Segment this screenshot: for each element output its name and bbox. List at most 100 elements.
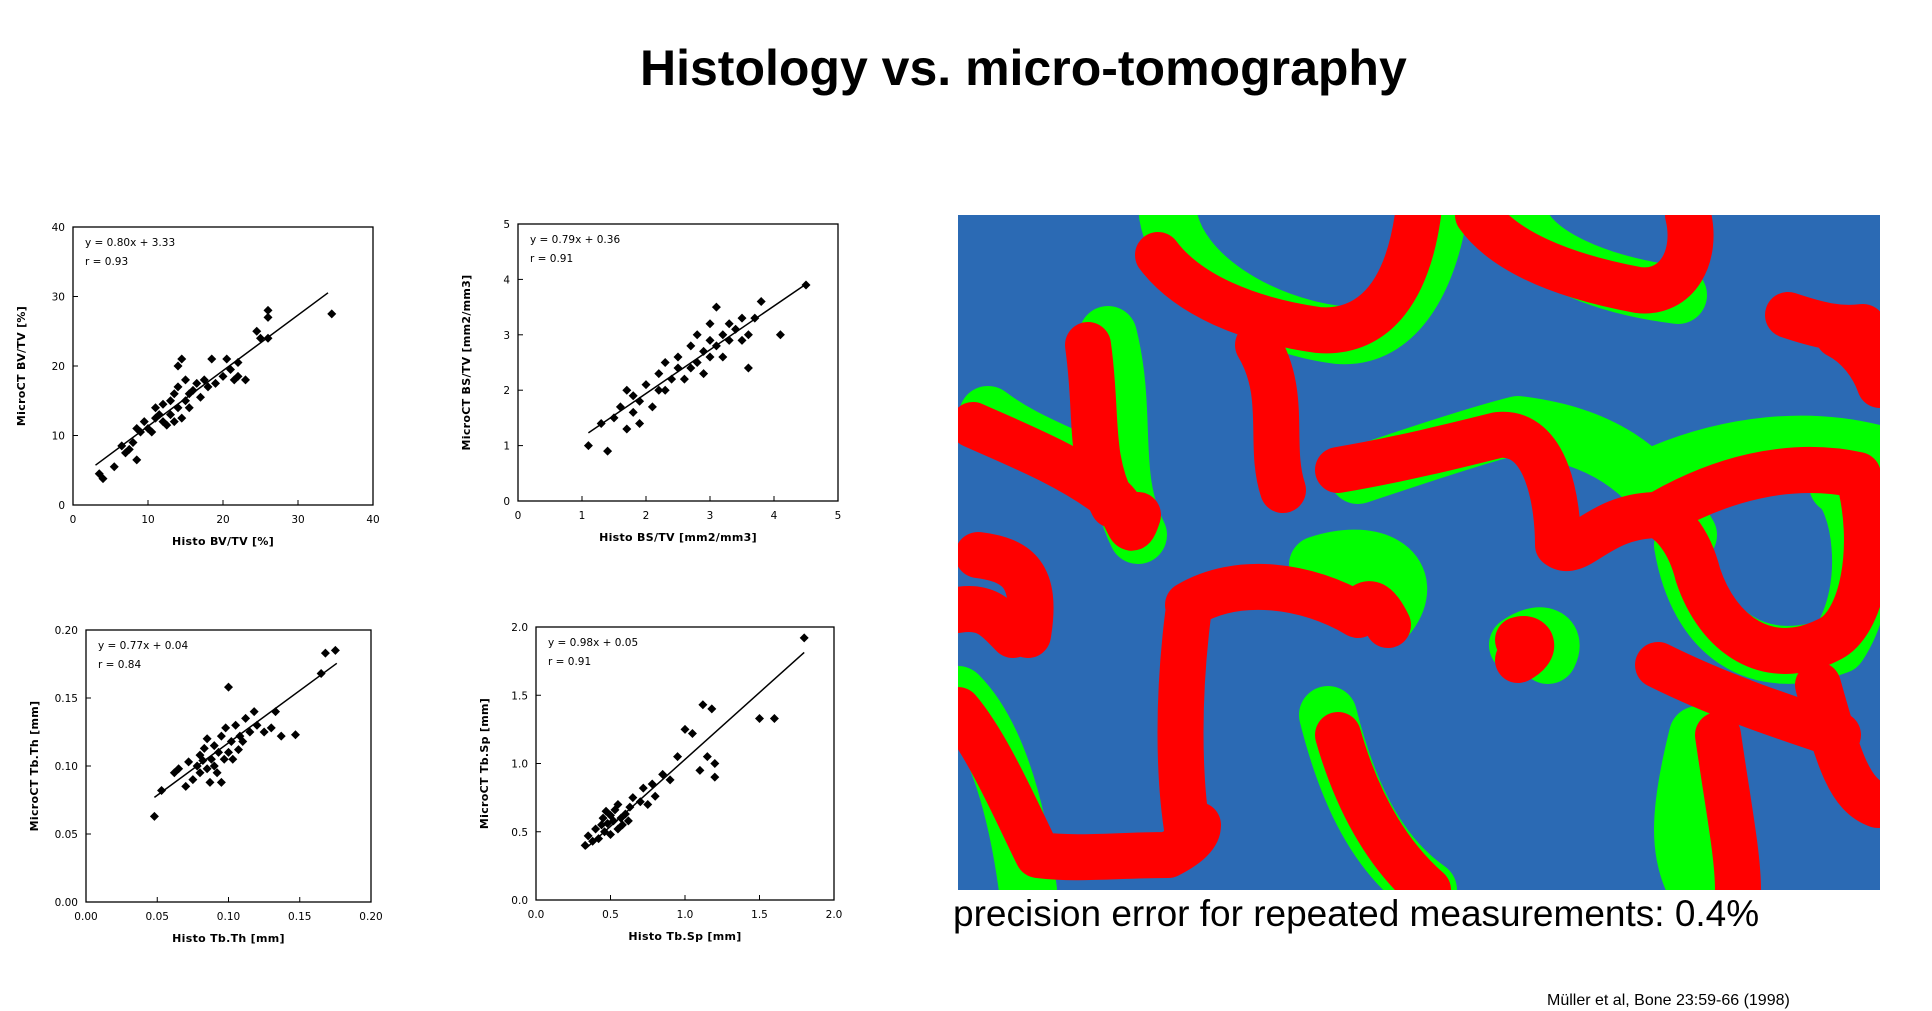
data-point xyxy=(705,335,715,345)
data-point xyxy=(162,420,172,430)
x-tick-label: 0 xyxy=(515,510,522,522)
y-tick-label: 0.15 xyxy=(55,693,78,705)
data-point xyxy=(647,402,657,412)
y-axis-label: MicroCT Tb.Th [mm] xyxy=(28,701,41,832)
y-tick-label: 0.0 xyxy=(511,895,528,907)
data-point xyxy=(658,769,668,779)
data-point xyxy=(228,754,238,764)
y-tick-label: 1.0 xyxy=(511,759,528,771)
data-point xyxy=(252,326,262,336)
data-point xyxy=(775,330,785,340)
y-tick-label: 30 xyxy=(52,292,65,304)
data-point xyxy=(724,335,734,345)
data-point xyxy=(184,757,194,767)
data-point xyxy=(214,747,224,757)
correlation-coefficient: r = 0.91 xyxy=(548,656,591,668)
data-point xyxy=(711,302,721,312)
data-point xyxy=(654,385,664,395)
data-point xyxy=(266,723,276,733)
citation-reference: Müller et al, Bone 23:59-66 (1998) xyxy=(1547,992,1790,1009)
data-point xyxy=(628,407,638,417)
plot-frame xyxy=(72,226,374,506)
data-point xyxy=(320,648,330,658)
data-point xyxy=(128,437,138,447)
data-point xyxy=(290,730,300,740)
data-point xyxy=(603,819,613,829)
data-point xyxy=(327,309,337,319)
microct-segmentation-image xyxy=(958,215,1880,890)
data-point xyxy=(177,354,187,364)
x-tick-label: 5 xyxy=(835,510,842,522)
regression-equation: y = 0.98x + 0.05 xyxy=(548,637,638,649)
data-point xyxy=(718,352,728,362)
y-tick-label: 10 xyxy=(52,431,65,443)
data-point xyxy=(594,834,604,844)
data-point xyxy=(687,728,697,738)
regression-equation: y = 0.80x + 3.33 xyxy=(85,237,175,249)
data-point xyxy=(591,824,601,834)
data-point xyxy=(259,727,269,737)
data-point xyxy=(173,361,183,371)
data-point xyxy=(124,444,134,454)
slide-title: Histology vs. micro-tomography xyxy=(640,40,1407,96)
data-point xyxy=(151,403,160,413)
data-point xyxy=(686,363,696,373)
data-point xyxy=(233,745,243,755)
data-point xyxy=(620,809,630,819)
x-axis-label: Histo BS/TV [mm2/mm3] xyxy=(599,531,757,544)
data-point xyxy=(181,396,190,406)
data-point xyxy=(206,754,216,764)
scatter-plot-tbsp: 0.0 0.5 1.0 1.5 2.0 0.0 0.5 1.0 1.5 2.0 Histo Tb.S… xyxy=(478,622,842,943)
x-tick-label: 1.5 xyxy=(751,909,768,921)
regression-equation: y = 0.77x + 0.04 xyxy=(98,640,188,652)
data-point xyxy=(263,305,273,315)
data-point xyxy=(737,335,747,345)
x-tick-label: 0.5 xyxy=(602,909,619,921)
data-point xyxy=(245,727,255,737)
data-point xyxy=(692,330,702,340)
x-tick-label: 1.0 xyxy=(677,909,694,921)
data-point xyxy=(216,731,226,741)
data-point xyxy=(580,840,590,850)
data-point xyxy=(601,806,611,816)
data-point xyxy=(316,669,326,679)
data-point xyxy=(679,374,689,384)
data-point xyxy=(606,829,615,839)
x-tick-label: 1 xyxy=(579,510,586,522)
data-point xyxy=(643,799,653,809)
data-point xyxy=(181,781,191,791)
data-point xyxy=(199,743,209,753)
plot-frame xyxy=(517,223,839,502)
data-point xyxy=(147,427,157,437)
y-tick-label: 0.05 xyxy=(55,829,78,841)
y-tick-label: 20 xyxy=(52,361,65,373)
y-tick-label: 5 xyxy=(503,219,510,231)
data-point xyxy=(724,319,734,329)
data-point xyxy=(219,754,229,764)
data-point xyxy=(136,427,145,437)
data-point xyxy=(188,385,198,395)
data-point xyxy=(263,312,273,322)
data-point xyxy=(756,297,766,307)
data-point xyxy=(249,707,259,717)
data-point xyxy=(617,820,627,830)
x-tick-label: 10 xyxy=(141,514,154,526)
data-point xyxy=(132,455,142,465)
correlation-coefficient: r = 0.91 xyxy=(530,253,573,265)
precision-caption: precision error for repeated measurement… xyxy=(953,893,1760,934)
y-axis-label: MicroCT BV/TV [%] xyxy=(15,306,28,426)
data-point xyxy=(695,765,705,775)
data-point xyxy=(702,752,712,762)
y-tick-label: 1.5 xyxy=(511,690,528,702)
data-point xyxy=(799,633,809,643)
data-point xyxy=(641,380,651,390)
data-point xyxy=(184,389,194,399)
data-point xyxy=(209,741,219,751)
data-point xyxy=(173,403,183,413)
y-tick-label: 0.5 xyxy=(511,827,528,839)
scatter-plot-bstv: 0 1 2 3 4 5 0 1 2 3 4 5 Histo BS/TV [mm2/mm3] MicroCT… xyxy=(460,219,842,544)
data-point xyxy=(222,354,232,364)
data-point xyxy=(231,720,241,730)
data-point xyxy=(654,369,664,379)
x-tick-label: 0.00 xyxy=(74,911,97,923)
